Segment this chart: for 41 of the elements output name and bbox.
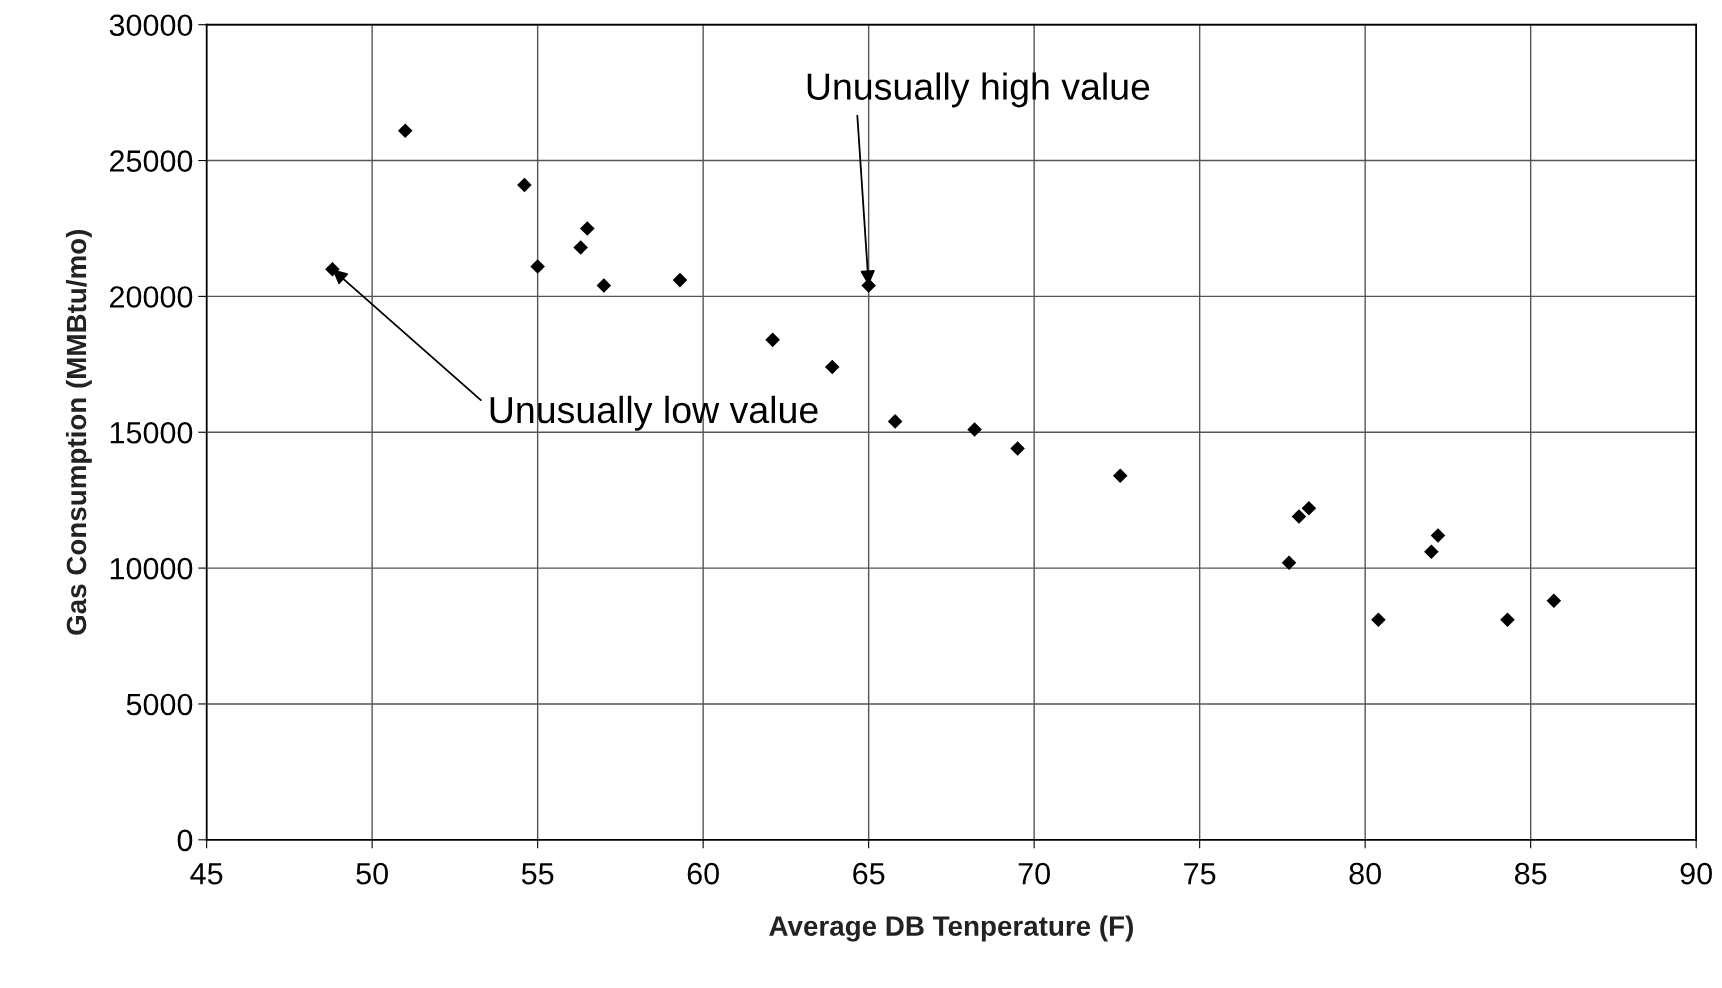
y-tick-label: 30000: [109, 14, 193, 37]
y-tick-label: 15000: [110, 421, 193, 444]
point: [573, 240, 588, 255]
point: [887, 414, 903, 429]
point: [672, 272, 688, 288]
y-tick-label: 5000: [126, 693, 193, 716]
point: [1371, 612, 1386, 628]
point: [967, 422, 982, 437]
point: [1430, 528, 1446, 543]
x-tick-label: 65: [853, 862, 885, 885]
point: [580, 221, 595, 236]
point: [397, 123, 413, 138]
point: [596, 278, 612, 293]
x-tick-label: 50: [356, 862, 388, 885]
point: [1500, 612, 1515, 628]
y-tick-label: 20000: [110, 286, 193, 308]
x-axis-title: Average DB Tenperature (F): [769, 915, 1133, 942]
y-tick-label: 0: [177, 829, 193, 852]
y-axis-title: Gas Consumption (MMBtu/mo): [65, 229, 92, 635]
x-tick-label: 75: [1184, 863, 1216, 885]
point: [1301, 501, 1317, 516]
x-tick-label: 70: [1018, 862, 1050, 885]
point: [530, 259, 545, 274]
x-tick-label: 60: [687, 862, 719, 885]
point: [1424, 544, 1439, 560]
x-tick-label: 45: [190, 863, 223, 885]
x-tick-label: 85: [1515, 862, 1547, 885]
point: [1291, 509, 1307, 524]
point: [824, 359, 840, 375]
y-tick-label: 10000: [110, 557, 193, 580]
point: [765, 332, 780, 348]
point: [1112, 468, 1128, 484]
y-tick-label: 25000: [110, 150, 193, 172]
point: [861, 278, 876, 293]
point: [1281, 555, 1297, 570]
x-tick-label: 80: [1349, 862, 1381, 885]
x-tick-label: 90: [1680, 862, 1712, 885]
point: [1546, 593, 1562, 608]
point: [517, 177, 532, 193]
point: [1010, 441, 1025, 456]
x-tick-label: 55: [521, 863, 554, 885]
